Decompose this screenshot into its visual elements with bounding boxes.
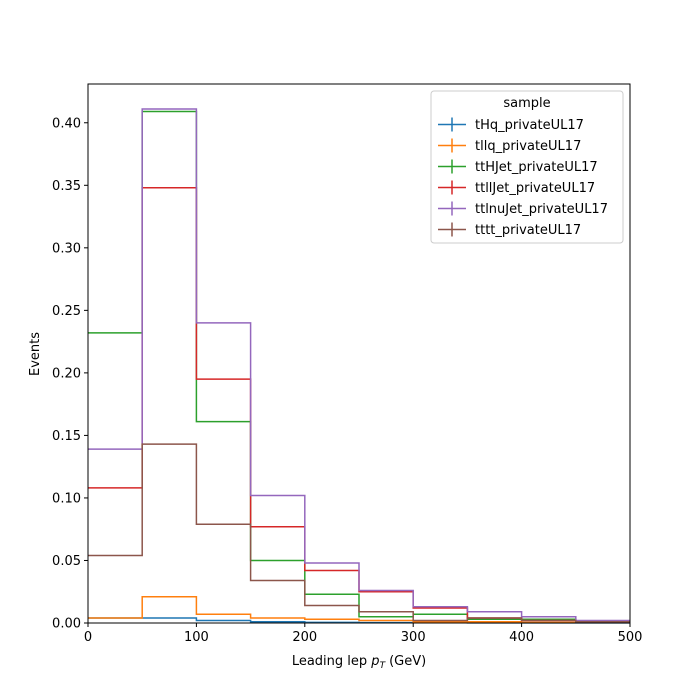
- series-tttt_privateUL17: [88, 443, 630, 623]
- legend-entry: tllq_privateUL17: [438, 138, 581, 154]
- legend-label: ttHJet_privateUL17: [475, 160, 598, 175]
- x-axis-label-unit: (GeV): [389, 654, 426, 669]
- series-line: [88, 108, 630, 622]
- y-tick-label: 0.35: [52, 179, 81, 194]
- x-tick-label: 200: [292, 630, 317, 645]
- x-tick-label: 0: [84, 630, 92, 645]
- legend-label: tllq_privateUL17: [475, 139, 581, 154]
- y-tick-label: 0.00: [52, 617, 81, 632]
- x-axis-label-math-base: p: [370, 654, 379, 669]
- x-axis-label-text: Leading lep: [292, 654, 367, 669]
- x-axis-ticks: 0 100 200 300 400 500: [84, 623, 643, 645]
- x-axis-label-math-sub: T: [380, 661, 387, 671]
- legend-label: ttllJet_privateUL17: [475, 181, 595, 196]
- legend: sample tHq_privateUL17 tllq_privateUL17tt…: [430, 90, 624, 244]
- series-ttlnuJet_privateUL17: [88, 108, 630, 622]
- x-axis-label: Leading lep pT (GeV): [292, 654, 426, 671]
- legend-label: ttlnuJet_privateUL17: [475, 202, 608, 217]
- series-line: [88, 443, 630, 623]
- legend-title: sample: [503, 96, 550, 111]
- y-tick-label: 0.15: [52, 429, 81, 444]
- x-tick-label: 400: [509, 630, 534, 645]
- legend-entry: tHq_privateUL17: [438, 117, 584, 133]
- x-tick-label: 300: [401, 630, 426, 645]
- y-tick-label: 0.40: [52, 116, 81, 131]
- y-axis-label: Events: [28, 332, 43, 376]
- y-tick-label: 0.10: [52, 491, 81, 506]
- legend-entry: tttt_privateUL17: [438, 222, 581, 238]
- y-tick-label: 0.30: [52, 241, 81, 256]
- series-line: [88, 595, 630, 624]
- x-tick-label: 500: [618, 630, 643, 645]
- legend-entry: ttllJet_privateUL17: [438, 180, 595, 196]
- x-tick-label: 100: [184, 630, 209, 645]
- legend-box: [430, 90, 624, 244]
- y-tick-label: 0.25: [52, 304, 81, 319]
- legend-label: tHq_privateUL17: [475, 118, 584, 133]
- plot-frame: [87, 83, 631, 624]
- series-layer: [88, 108, 630, 624]
- y-tick-label: 0.20: [52, 366, 81, 381]
- y-tick-label: 0.05: [52, 554, 81, 569]
- legend-entry: ttHJet_privateUL17: [438, 159, 598, 175]
- series-tllq_privateUL17: [88, 595, 630, 624]
- legend-entries: tHq_privateUL17 tllq_privateUL17 ttHJet_pr…: [438, 117, 608, 238]
- legend-label: tttt_privateUL17: [475, 223, 581, 238]
- legend-entry: ttlnuJet_privateUL17: [438, 201, 608, 217]
- y-axis-ticks: 0.00 0.05 0.10 0.15 0.20 0.25 0.30 0.35 0.40: [52, 116, 88, 632]
